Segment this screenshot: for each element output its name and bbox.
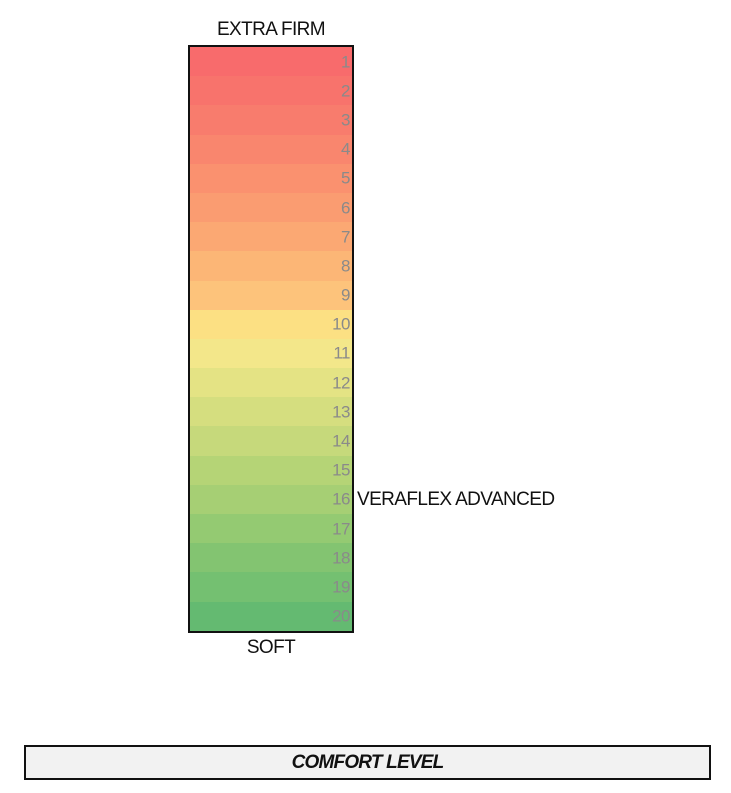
level-number: 8	[341, 256, 350, 276]
level-number: 7	[341, 227, 350, 247]
scale-level-15: 15	[190, 455, 352, 485]
scale-level-11: 11	[190, 338, 352, 369]
scale-level-4: 4	[190, 134, 352, 164]
scale-level-1: 1	[190, 47, 352, 77]
level-number: 10	[332, 314, 350, 334]
soft-label: SOFT	[246, 637, 296, 658]
level-number: 9	[341, 285, 350, 305]
scale-level-13: 13	[190, 397, 352, 427]
level-number: 3	[341, 110, 350, 130]
comfort-level-title: COMFORT LEVEL	[24, 745, 711, 780]
extra-firm-label: EXTRA FIRM	[216, 19, 326, 40]
scale-level-8: 8	[190, 251, 352, 281]
level-number: 2	[341, 81, 350, 101]
scale-level-17: 17	[190, 514, 352, 544]
level-number: 6	[341, 198, 350, 218]
scale-level-12: 12	[190, 368, 352, 398]
scale-level-14: 14	[190, 426, 352, 456]
level-number: 15	[332, 460, 350, 480]
level-number: 20	[332, 606, 350, 626]
level-number: 18	[332, 548, 350, 568]
level-number: 17	[332, 519, 350, 539]
scale-level-16: 16	[190, 484, 352, 514]
level-number: 5	[341, 168, 350, 188]
scale-level-6: 6	[190, 192, 352, 223]
scale-level-3: 3	[190, 105, 352, 135]
scale-level-7: 7	[190, 222, 352, 252]
level-number: 12	[332, 373, 350, 393]
level-number: 4	[341, 139, 350, 159]
level-number: 1	[341, 52, 350, 72]
level-number: 14	[332, 431, 350, 451]
scale-level-5: 5	[190, 163, 352, 193]
level-number: 13	[332, 402, 350, 422]
scale-level-9: 9	[190, 280, 352, 310]
scale-level-10: 10	[190, 309, 352, 339]
level-number: 19	[332, 577, 350, 597]
product-marker-label: VERAFLEX ADVANCED	[357, 488, 555, 510]
scale-level-2: 2	[190, 76, 352, 106]
level-number: 16	[332, 489, 350, 509]
comfort-scale: 1 2 3 4 5 6 7 8 9 10 11 12 13 14 15 16 17 18 19 20	[188, 45, 354, 633]
level-number: 11	[333, 343, 350, 363]
scale-level-20: 20	[190, 601, 352, 631]
scale-level-19: 19	[190, 572, 352, 602]
scale-level-18: 18	[190, 543, 352, 573]
